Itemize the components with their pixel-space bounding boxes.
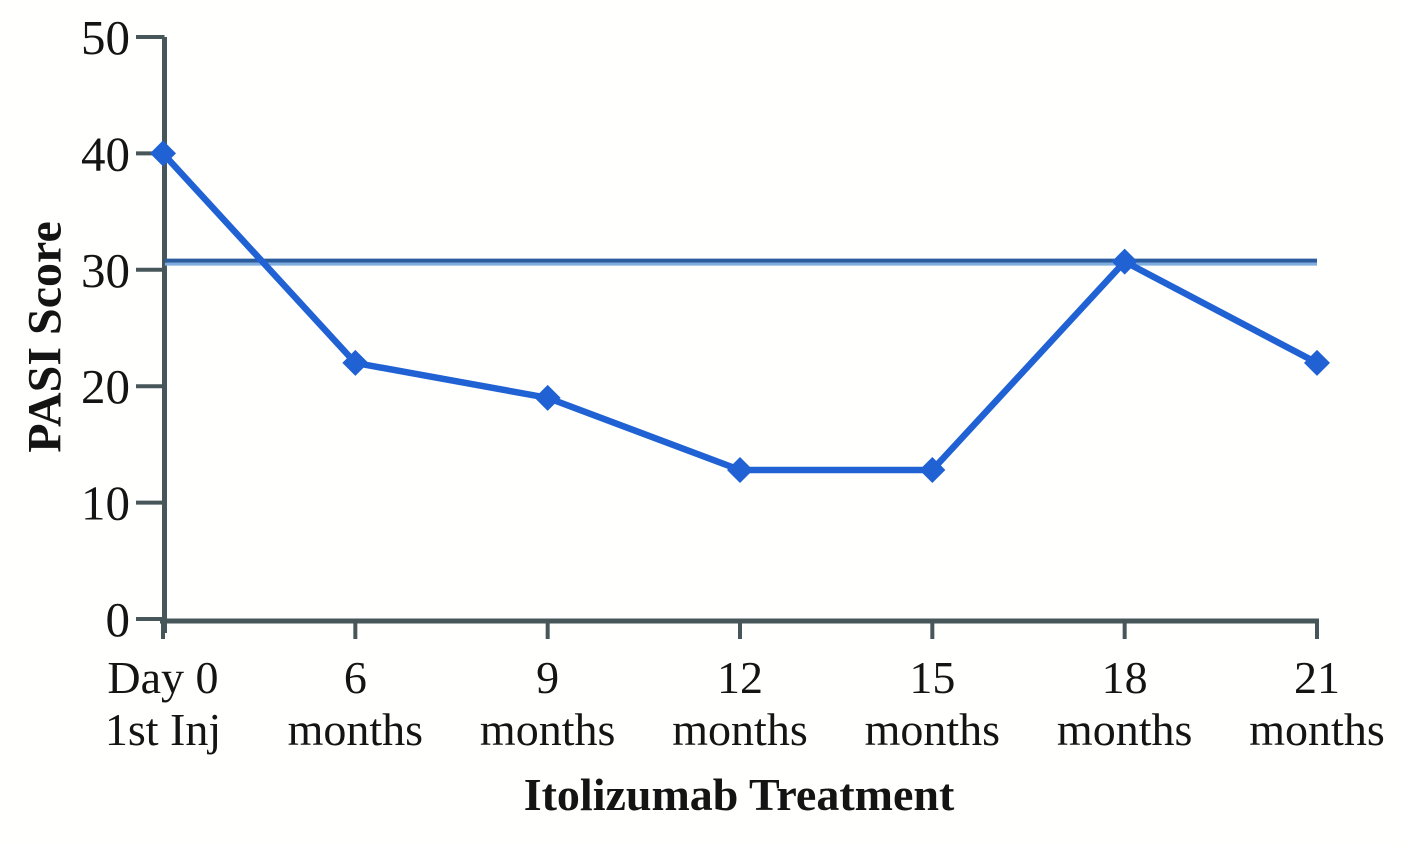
data-point-marker bbox=[150, 140, 176, 167]
y-tick-label: 0 bbox=[106, 592, 131, 647]
x-category-label-line1: 21 bbox=[1294, 652, 1340, 703]
x-category-label-line1: 12 bbox=[717, 652, 763, 703]
x-category-label-line1: 6 bbox=[344, 652, 367, 703]
x-category-label-line2: 1st Inj bbox=[105, 704, 221, 755]
x-category-label-line1: 15 bbox=[909, 652, 955, 703]
data-point-marker bbox=[727, 457, 753, 484]
data-point-marker bbox=[342, 349, 369, 376]
x-category-label-line2: months bbox=[480, 704, 615, 755]
y-tick-label: 50 bbox=[81, 10, 130, 65]
x-category-label-line1: Day 0 bbox=[107, 652, 218, 703]
series-line bbox=[159, 150, 1321, 474]
x-category-label-line2: months bbox=[672, 704, 807, 755]
data-point-marker bbox=[1304, 349, 1330, 376]
y-axis-title: PASI Score bbox=[19, 221, 72, 453]
x-category-label-line2: months bbox=[1057, 704, 1192, 755]
data-point-marker bbox=[534, 384, 561, 411]
y-tick-label: 40 bbox=[81, 126, 130, 181]
data-point-marker bbox=[1111, 248, 1138, 275]
y-tick-label: 30 bbox=[81, 243, 130, 298]
y-tick-label: 20 bbox=[81, 359, 130, 414]
x-category-label-line2: months bbox=[865, 704, 1000, 755]
x-axis-title: Itolizumab Treatment bbox=[524, 769, 955, 820]
x-category-label-line2: months bbox=[288, 704, 423, 755]
data-point-marker bbox=[919, 457, 946, 484]
x-category-label-line2: months bbox=[1249, 704, 1384, 755]
y-tick-label: 10 bbox=[81, 476, 130, 531]
x-category-label-line1: 9 bbox=[536, 652, 559, 703]
x-category-label-line1: 18 bbox=[1102, 652, 1148, 703]
